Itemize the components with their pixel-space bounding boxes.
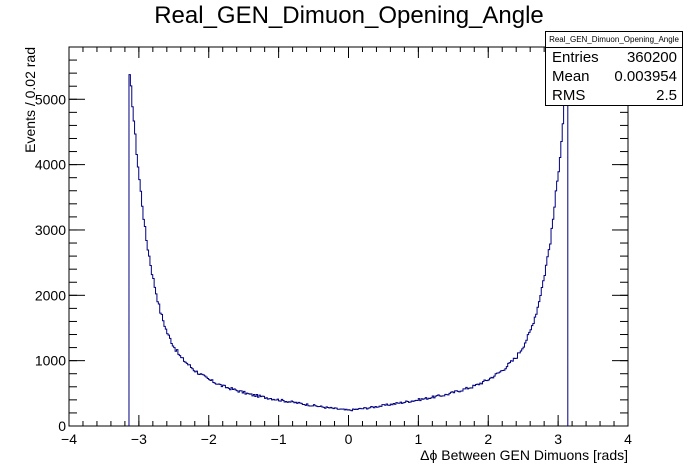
stats-box-title: Real_GEN_Dimuon_Opening_Angle (546, 32, 682, 48)
y-tick-label: 1000 (35, 353, 66, 369)
y-axis-title: Events / 0.02 rad (22, 47, 38, 153)
x-tick-label: −4 (61, 431, 77, 447)
stat-row-mean: Mean 0.003954 (546, 67, 682, 86)
y-tick-label: 4000 (35, 157, 66, 173)
histogram-bins (128, 74, 569, 426)
axes: −4 −3 −2 −1 0 1 2 3 4 0 1000 2000 3000 4000 5000 (35, 46, 632, 447)
histogram-line (128, 74, 569, 426)
x-tick-label: −2 (201, 431, 217, 447)
x-tick-label: 1 (414, 431, 422, 447)
x-tick-label: 0 (345, 431, 353, 447)
x-tick-label: 2 (484, 431, 492, 447)
stat-value: 0.003954 (614, 68, 677, 85)
stat-value: 360200 (626, 49, 677, 66)
y-tick-label: 5000 (35, 91, 66, 107)
x-axis-title: Δϕ Between GEN Dimuons [rads] (420, 447, 628, 463)
y-tick-label: 3000 (35, 222, 66, 238)
stat-label: RMS (552, 87, 586, 104)
stat-label: Mean (552, 68, 590, 85)
y-tick-label: 0 (58, 418, 66, 434)
stat-label: Entries (552, 49, 599, 66)
chart-title: Real_GEN_Dimuon_Opening_Angle (154, 2, 544, 29)
stat-value: 2.5 (656, 87, 677, 104)
x-tick-label: −1 (271, 431, 287, 447)
x-tick-label: −3 (131, 431, 147, 447)
x-tick-label: 4 (624, 431, 632, 447)
stat-row-rms: RMS 2.5 (546, 86, 682, 105)
x-tick-label: 3 (554, 431, 562, 447)
stats-box: Real_GEN_Dimuon_Opening_Angle Entries 36… (545, 31, 683, 106)
stat-row-entries: Entries 360200 (546, 48, 682, 67)
y-tick-label: 2000 (35, 287, 66, 303)
